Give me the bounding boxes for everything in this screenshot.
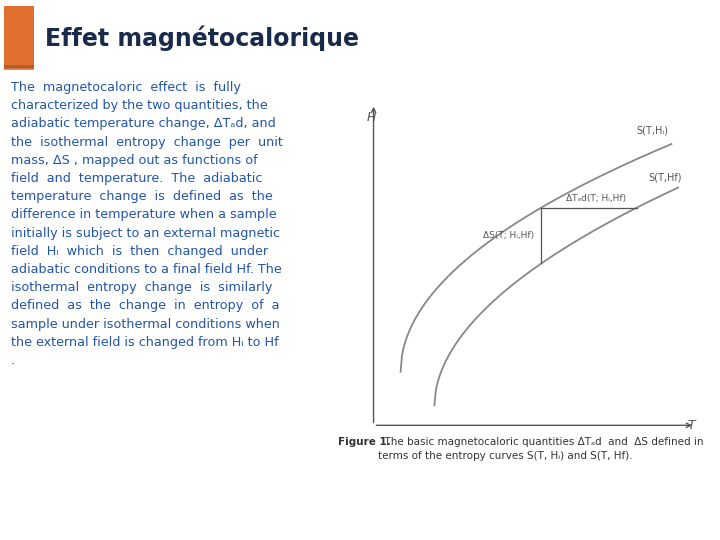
Bar [4, 66, 34, 68]
Bar [4, 66, 34, 69]
Bar [4, 6, 34, 70]
Bar [4, 68, 34, 70]
Bar [4, 65, 34, 68]
Bar [4, 67, 34, 69]
Bar [4, 66, 34, 69]
Bar [4, 66, 34, 68]
Text: Effet magnétocalorique: Effet magnétocalorique [45, 25, 359, 51]
Text: The basic magnetocaloric quantities ΔTₐd  and  ΔS defined in
terms of the entrop: The basic magnetocaloric quantities ΔTₐd… [378, 437, 703, 461]
Bar [4, 66, 34, 69]
Bar [4, 66, 34, 68]
Bar [4, 68, 34, 70]
Text: Figure 1.: Figure 1. [338, 437, 391, 448]
Bar [4, 66, 34, 69]
Text: T: T [688, 419, 695, 432]
Bar [4, 66, 34, 68]
Bar [4, 68, 34, 70]
Bar [4, 66, 34, 69]
Bar [4, 67, 34, 69]
Bar [4, 66, 34, 68]
Bar [4, 66, 34, 68]
Text: ΔTₐd(T; Hᵢ,Hf): ΔTₐd(T; Hᵢ,Hf) [566, 193, 626, 202]
Text: S(T,Hᵢ): S(T,Hᵢ) [636, 126, 668, 136]
Text: S(T,Hf): S(T,Hf) [648, 173, 681, 183]
Bar [4, 67, 34, 69]
Bar [4, 66, 34, 68]
Bar [4, 67, 34, 69]
Text: H: H [366, 111, 376, 124]
Bar [4, 67, 34, 69]
Bar [4, 67, 34, 69]
Text: ΔS(T; Hᵢ,Hf): ΔS(T; Hᵢ,Hf) [484, 231, 535, 240]
Bar [4, 67, 34, 69]
Text: The  magnetocaloric  effect  is  fully
characterized by the two quantities, the
: The magnetocaloric effect is fully chara… [11, 81, 283, 367]
Bar [4, 65, 34, 68]
Bar [4, 65, 34, 68]
Bar [4, 67, 34, 69]
Bar [4, 66, 34, 68]
Bar [4, 66, 34, 69]
Bar [4, 65, 34, 68]
Bar [4, 66, 34, 69]
